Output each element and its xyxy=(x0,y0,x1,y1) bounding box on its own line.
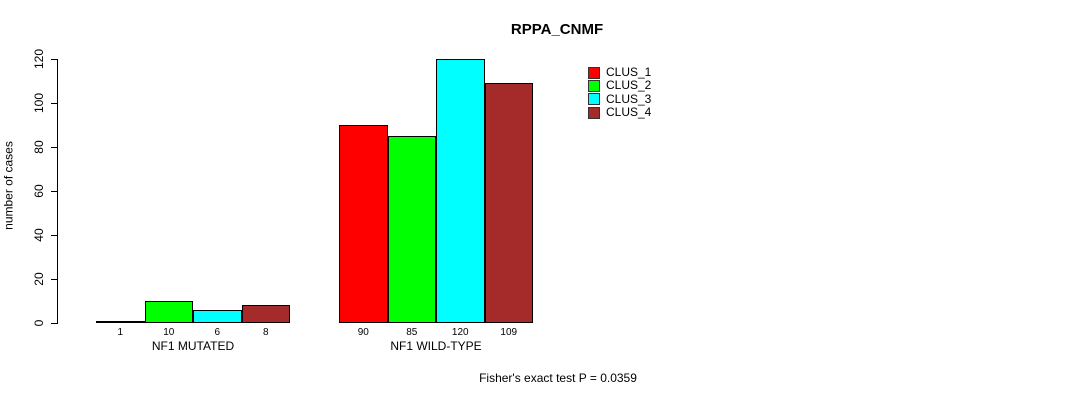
legend-swatch-icon xyxy=(588,93,600,106)
bar-clus_1-group2 xyxy=(339,125,388,323)
y-tick-label: 120 xyxy=(32,48,46,70)
legend-item-clus_3: CLUS_3 xyxy=(588,91,652,106)
legend-label: CLUS_2 xyxy=(606,78,652,93)
bar-clus_4-group2 xyxy=(484,83,533,323)
bar-clus_3-group2 xyxy=(436,59,485,323)
y-tick xyxy=(51,235,58,236)
y-tick xyxy=(51,279,58,280)
bar-value-label: 85 xyxy=(406,327,418,338)
bar-clus_4-group1 xyxy=(241,305,290,323)
y-tick xyxy=(51,147,58,148)
y-tick xyxy=(51,323,58,324)
chart-title: RPPA_CNMF xyxy=(510,21,604,38)
bar-clus_2-group2 xyxy=(387,136,436,323)
bar-clus_3-group1 xyxy=(193,309,242,323)
bar-clus_1-group1 xyxy=(96,320,145,323)
legend-item-clus_2: CLUS_2 xyxy=(588,79,651,92)
legend: CLUS_1 CLUS_2 CLUS_3 CLUS_4 xyxy=(588,66,651,119)
legend-label: CLUS_3 xyxy=(606,91,652,106)
y-tick xyxy=(51,59,58,60)
y-tick-label: 0 xyxy=(32,319,46,327)
legend-item-clus_4: CLUS_4 xyxy=(588,106,651,119)
bar-value-label: 10 xyxy=(163,327,175,338)
bar-value-label: 1 xyxy=(117,327,124,338)
y-tick xyxy=(51,191,58,192)
y-tick-label: 20 xyxy=(32,272,46,286)
y-tick-label: 60 xyxy=(32,184,46,198)
bar-value-label: 6 xyxy=(214,327,221,338)
x-group-label: NF1 WILD-TYPE xyxy=(390,339,482,353)
legend-item-clus_1: CLUS_1 xyxy=(588,66,651,79)
x-group-label: NF1 MUTATED xyxy=(151,339,235,353)
stat-annotation: Fisher's exact test P = 0.0359 xyxy=(479,371,637,385)
bar-clus_2-group1 xyxy=(144,301,193,323)
legend-swatch-icon xyxy=(588,106,600,119)
bar-value-label: 90 xyxy=(357,327,369,338)
y-tick-label: 80 xyxy=(32,140,46,154)
bar-value-label: 109 xyxy=(500,327,518,338)
legend-label: CLUS_1 xyxy=(606,65,652,80)
y-tick xyxy=(51,103,58,104)
legend-label: CLUS_4 xyxy=(606,105,652,120)
y-tick-label: 100 xyxy=(32,92,46,114)
y-tick-label: 40 xyxy=(32,228,46,242)
legend-swatch-icon xyxy=(588,66,600,79)
legend-swatch-icon xyxy=(588,79,600,92)
y-axis-title: number of cases xyxy=(1,141,16,230)
bar-value-label: 8 xyxy=(262,327,269,338)
bar-value-label: 120 xyxy=(451,327,469,338)
